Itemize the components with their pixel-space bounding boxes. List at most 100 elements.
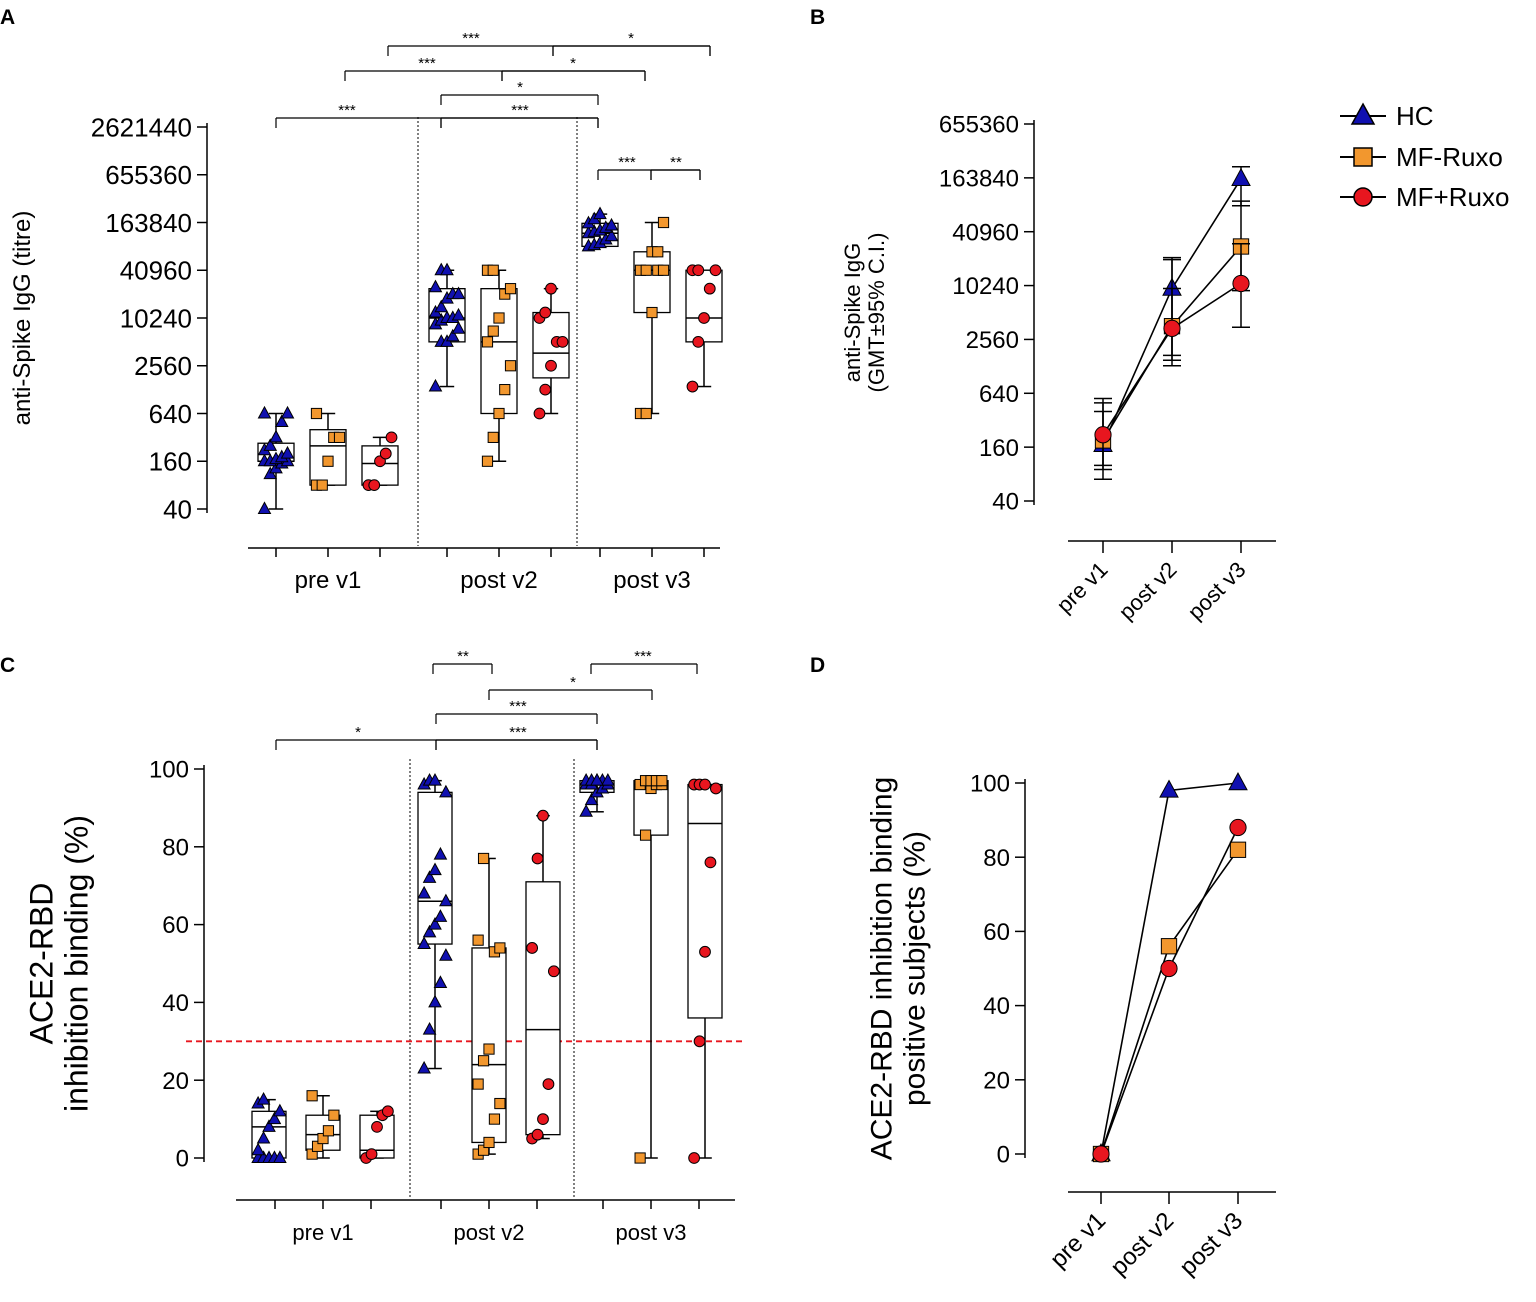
x-category-label: post v2 — [460, 567, 537, 594]
significance-bracket: *** — [344, 55, 646, 81]
data-point-mf-ruxo — [472, 934, 484, 946]
data-point-mf-plus-ruxo — [542, 1078, 555, 1090]
data-point-mf-ruxo — [652, 246, 664, 258]
data-point-mf-ruxo — [504, 360, 517, 372]
legend-item-mf-plus-ruxo: MF+Ruxo — [1340, 182, 1509, 212]
a-y-tick-label: 2621440 — [91, 112, 192, 142]
data-point-hc — [273, 1150, 287, 1163]
series-mf-plus-ruxo — [1092, 818, 1247, 1163]
data-point-mf-plus-ruxo — [531, 852, 544, 865]
a-y-tick-label: 640 — [149, 399, 192, 429]
y-axis-label: ACE2-RBD inhibition bindingpositive subj… — [866, 777, 932, 1161]
data-point-mf-plus-ruxo — [537, 1113, 549, 1125]
significance-bracket: *** — [590, 648, 698, 674]
data-point-hc — [274, 414, 289, 428]
chart-b: 40 160 640 2560 10240 40960 163840 655360 anti-S… — [840, 112, 1276, 625]
data-point-mf-ruxo — [483, 1043, 495, 1055]
x-category-label: post v3 — [1183, 557, 1251, 625]
data-point-hc — [433, 846, 448, 860]
x-category-label: post v3 — [613, 567, 690, 594]
box-hc-1 — [428, 262, 466, 392]
data-point-hc — [451, 286, 466, 300]
data-point-mf-ruxo — [483, 1136, 495, 1149]
data-point-hc — [584, 792, 599, 806]
data-point-hc — [1228, 772, 1248, 791]
data-point-mf-plus-ruxo — [709, 782, 722, 795]
d-y-tick-label: 80 — [983, 845, 1010, 872]
data-point-hc — [433, 975, 448, 988]
panel-label-c: C — [0, 654, 15, 677]
data-point-hc — [428, 916, 442, 930]
significance-label: *** — [509, 724, 527, 741]
c-y-tick-label: 80 — [162, 834, 189, 861]
box-mf-ruxo-2 — [633, 216, 671, 420]
data-point-hc — [439, 948, 453, 961]
legend-marker-mf-plus-ruxo — [1353, 187, 1373, 207]
c-y-tick-label: 60 — [162, 912, 189, 939]
x-category-label: pre v1 — [292, 1220, 353, 1245]
b-y-tick-label: 640 — [979, 381, 1019, 408]
data-point-mf-plus-ruxo — [692, 264, 705, 277]
box-mf-plus-ruxo-2 — [685, 264, 723, 393]
data-point-mf-plus-ruxo — [709, 264, 722, 277]
significance-label: *** — [634, 648, 652, 665]
significance-label: * — [570, 674, 576, 691]
data-point-hc — [280, 445, 295, 459]
data-point-mf-plus-ruxo — [539, 306, 552, 319]
data-point-mf-ruxo — [640, 264, 652, 276]
c-y-tick-label: 0 — [176, 1146, 189, 1173]
data-point-mf-ruxo — [640, 407, 652, 420]
legend-item-mf-ruxo: MF-Ruxo — [1340, 142, 1503, 172]
legend-marker-mf-ruxo — [1353, 147, 1373, 167]
data-point-mf-ruxo — [477, 852, 490, 865]
c-y-tick-label: 100 — [149, 757, 189, 784]
box-hc-2 — [579, 773, 615, 817]
data-point-mf-ruxo — [646, 306, 658, 319]
data-point-hc — [256, 1130, 271, 1144]
significance-bracket: *** — [440, 102, 599, 128]
x-category-label: post v2 — [454, 1220, 525, 1245]
b-y-tick-label: 163840 — [939, 165, 1019, 192]
significance-bracket: * — [440, 79, 599, 105]
data-point-mf-plus-ruxo — [381, 1105, 394, 1118]
box-iqr — [480, 288, 518, 415]
data-point-mf-plus-ruxo — [1092, 1145, 1110, 1163]
significance-label: *** — [511, 102, 529, 119]
data-point-mf-plus-ruxo — [545, 282, 557, 295]
data-point-mf-ruxo — [493, 407, 505, 420]
a-y-tick-label: 40960 — [120, 256, 192, 286]
data-point-mf-ruxo — [322, 1125, 335, 1137]
data-point-mf-ruxo — [504, 283, 517, 295]
data-point-hc — [273, 1103, 287, 1117]
data-point-hc — [445, 328, 460, 342]
box-iqr — [685, 269, 723, 343]
legend: HC MF-Ruxo MF+Ruxo — [1340, 101, 1509, 212]
significance-bracket: *** — [597, 154, 701, 180]
y-axis-label: anti-Spike IgG(GMT±95% C.I.) — [840, 233, 889, 393]
data-point-mf-ruxo — [634, 1152, 646, 1164]
data-point-mf-ruxo — [493, 312, 505, 324]
significance-label: * — [628, 30, 634, 47]
data-point-mf-plus-ruxo — [368, 479, 381, 492]
box-hc-2 — [581, 206, 619, 252]
a-y-tick-label: 10240 — [120, 303, 192, 333]
data-point-hc — [417, 936, 431, 950]
significance-label: *** — [338, 102, 356, 119]
x-category-label: pre v1 — [1045, 1207, 1111, 1273]
x-category-label: post v2 — [1105, 1207, 1179, 1281]
b-y-tick-label: 655360 — [939, 112, 1019, 139]
data-point-mf-ruxo — [481, 455, 494, 467]
data-point-hc — [262, 1119, 276, 1132]
significance-bracket: * — [488, 674, 653, 700]
x-category-label: pre v1 — [295, 567, 362, 594]
d-y-tick-label: 40 — [983, 993, 1010, 1020]
data-point-hc — [451, 307, 466, 321]
a-y-tick-label: 655360 — [105, 160, 192, 190]
data-point-mf-plus-ruxo — [698, 312, 710, 324]
y-axis-label-line: (GMT±95% C.I.) — [864, 233, 889, 393]
b-y-tick-label: 10240 — [952, 273, 1019, 300]
significance-bracket: ** — [432, 648, 493, 674]
y-axis-label-line: ACE2-RBD inhibition binding — [866, 777, 899, 1161]
significance-label: * — [355, 724, 361, 741]
